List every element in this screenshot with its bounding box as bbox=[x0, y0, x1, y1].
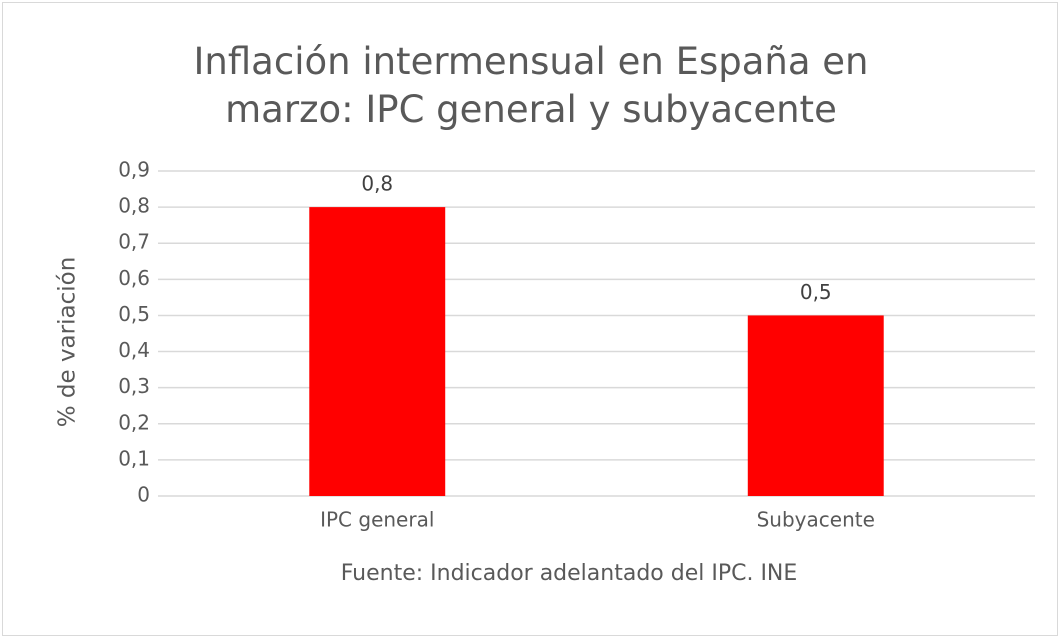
y-axis-label: % de variación bbox=[55, 257, 81, 428]
x-tick-label: Subyacente bbox=[757, 508, 875, 532]
source: Fuente: Indicador adelantado del IPC. IN… bbox=[341, 561, 798, 586]
y-tick-label: 0,3 bbox=[118, 374, 150, 398]
bar bbox=[747, 315, 884, 496]
y-tick-label: 0,8 bbox=[118, 194, 150, 218]
data-label: 0,8 bbox=[361, 172, 393, 196]
y-tick-label: 0 bbox=[137, 483, 150, 507]
y-tick-label: 0,9 bbox=[118, 158, 150, 182]
y-tick-label: 0,5 bbox=[118, 302, 150, 326]
chart-title: Inflación intermensual en España en marz… bbox=[193, 40, 869, 131]
bar bbox=[309, 207, 446, 496]
y-tick-label: 0,1 bbox=[118, 446, 150, 470]
data-label: 0,5 bbox=[800, 280, 832, 304]
y-tick-label: 0,7 bbox=[118, 230, 150, 254]
y-tick-label: 0,6 bbox=[118, 266, 150, 290]
y-tick-label: 0,2 bbox=[118, 410, 150, 434]
y-tick-label: 0,4 bbox=[118, 338, 150, 362]
x-tick-label: IPC general bbox=[320, 508, 434, 532]
